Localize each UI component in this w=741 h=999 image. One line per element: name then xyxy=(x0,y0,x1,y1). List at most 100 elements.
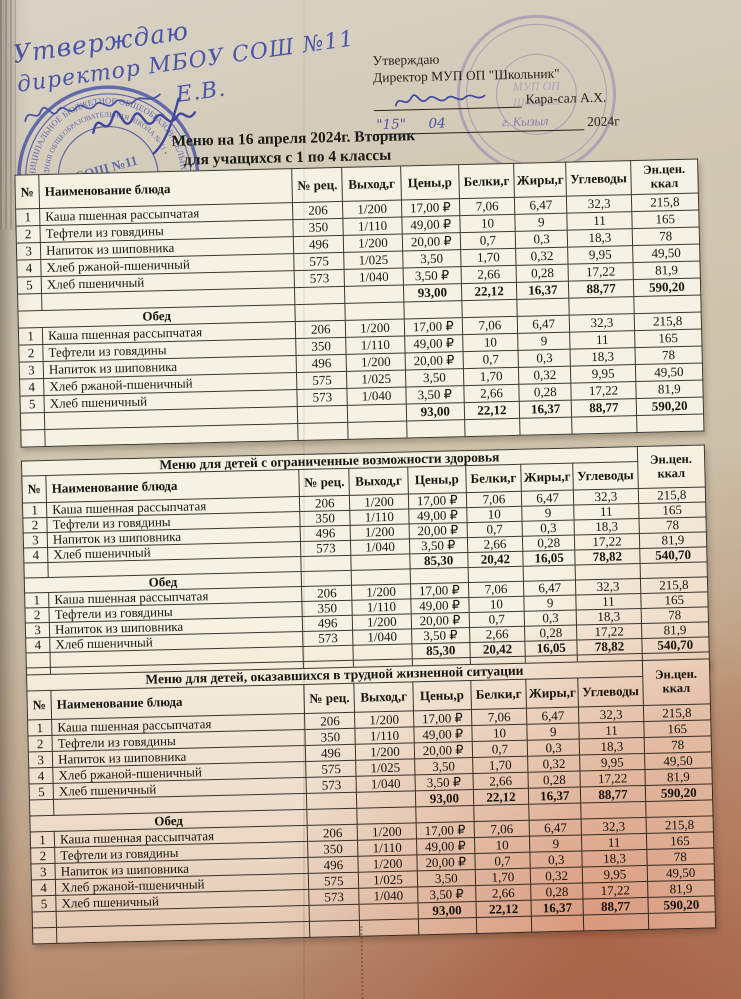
dish-number: 2 xyxy=(27,735,53,752)
total-value: 16,05 xyxy=(524,640,578,657)
total-value: 88,77 xyxy=(580,785,646,803)
empty-cell xyxy=(639,562,708,579)
dish-value: 3,50 ₽ xyxy=(409,537,468,555)
dish-value: 1,70 xyxy=(472,756,529,774)
empty-cell xyxy=(351,569,411,586)
empty-cell xyxy=(523,565,576,582)
dish-value: 49,00 ₽ xyxy=(416,837,475,855)
dish-value: 11 xyxy=(573,503,639,521)
dish-value: 1/040 xyxy=(344,268,404,287)
dish-value: 1/200 xyxy=(342,200,402,219)
dish-value: 1/040 xyxy=(347,386,406,406)
dish-value: 20,00 ₽ xyxy=(416,853,476,871)
dish-value: 206 xyxy=(299,495,351,512)
empty-cell xyxy=(409,567,469,585)
column-header: Углеводы xyxy=(565,160,632,197)
dish-value: 496 xyxy=(302,615,353,632)
dish-value: 6,47 xyxy=(521,490,574,507)
empty-cell xyxy=(581,801,646,819)
dish-value: 49,50 xyxy=(632,244,700,263)
total-value: 20,42 xyxy=(467,551,524,568)
column-header: № xyxy=(21,475,47,504)
column-header: Белки,г xyxy=(465,464,522,493)
empty-cell xyxy=(356,790,416,809)
dish-value: 165 xyxy=(634,329,702,348)
total-value: 16,37 xyxy=(519,400,572,419)
dish-value: 1/200 xyxy=(352,614,412,631)
column-header: Выход,г xyxy=(354,681,414,713)
total-value: 78,82 xyxy=(577,638,642,656)
dish-value: 10 xyxy=(471,724,528,742)
empty-cell xyxy=(32,927,57,944)
dish-value: 0,7 xyxy=(462,350,519,369)
dish-value: 215,8 xyxy=(637,487,706,504)
dish-value: 6,47 xyxy=(514,196,568,215)
dish-value: 3,50 ₽ xyxy=(411,627,470,645)
column-header: Углеводы xyxy=(572,461,638,491)
total-value: 85,30 xyxy=(411,642,471,660)
column-header: № рец. xyxy=(291,167,343,203)
dish-value: 350 xyxy=(305,728,356,746)
dish-value: 0,28 xyxy=(530,882,584,901)
dish-value: 20,00 ₽ xyxy=(401,232,461,252)
total-value: 16,37 xyxy=(516,281,570,300)
dish-value: 17,00 ₽ xyxy=(415,821,475,839)
column-header: Цены,р xyxy=(400,164,460,201)
dish-value: 1/110 xyxy=(346,336,405,355)
empty-cell xyxy=(571,415,637,435)
dish-value: 496 xyxy=(300,525,351,542)
empty-cell xyxy=(300,555,352,572)
dish-value: 206 xyxy=(292,201,344,220)
dish-value: 350 xyxy=(295,337,347,356)
dish-value: 78 xyxy=(631,227,700,246)
dish-value: 350 xyxy=(302,600,353,617)
dish-value: 2,66 xyxy=(460,265,517,284)
empty-cell xyxy=(645,799,714,818)
dish-value: 18,3 xyxy=(574,518,640,536)
dish-value: 81,9 xyxy=(635,379,704,399)
dish-number: 1 xyxy=(27,719,53,736)
dish-value: 17,00 ₽ xyxy=(401,198,460,218)
dish-value: 0,7 xyxy=(469,611,525,628)
dish-value: 78 xyxy=(643,735,712,754)
dish-value: 20,00 ₽ xyxy=(404,351,464,370)
dish-value: 7,06 xyxy=(466,491,522,508)
dish-value: 0,3 xyxy=(527,738,580,757)
dish-value: 9,95 xyxy=(570,364,636,384)
dish-value: 32,3 xyxy=(573,488,639,506)
empty-cell xyxy=(583,913,649,931)
handwritten-month: 04 xyxy=(407,114,467,135)
total-value: 88,77 xyxy=(583,897,648,915)
total-value: 590,20 xyxy=(633,278,701,297)
dish-value: 3,50 ₽ xyxy=(402,266,462,286)
dish-value: 3,50 ₽ xyxy=(417,885,476,903)
dish-number: 5 xyxy=(31,895,57,912)
dish-number: 5 xyxy=(29,783,54,800)
dish-value: 6,47 xyxy=(526,706,580,725)
dish-number: 3 xyxy=(30,863,56,880)
dish-value: 165 xyxy=(631,210,700,229)
dish-value: 78 xyxy=(634,345,703,365)
column-header: Углеводы xyxy=(578,676,644,707)
empty-cell xyxy=(467,566,524,583)
dish-value: 573 xyxy=(302,630,354,647)
column-header: № xyxy=(14,174,40,210)
dish-value: 0,28 xyxy=(524,625,578,642)
dish-value: 49,00 ₽ xyxy=(401,215,461,235)
empty-cell xyxy=(344,285,404,304)
dish-value: 17,22 xyxy=(568,262,634,282)
column-header-energy: Эн.цен. ккал xyxy=(636,444,706,489)
dish-number: 3 xyxy=(28,751,53,768)
dish-value: 78 xyxy=(640,607,709,624)
dish-value: 3,50 xyxy=(416,869,476,887)
dish-number: 1 xyxy=(15,208,41,227)
column-header: Жиры,г xyxy=(525,678,579,709)
column-header: Белки,г xyxy=(470,679,527,710)
dish-value: 573 xyxy=(300,540,352,557)
dish-value: 9 xyxy=(514,213,568,232)
dish-value: 1/200 xyxy=(350,524,410,541)
empty-cell xyxy=(569,296,634,316)
menu-table-main-host: № Наименование блюда № рец. Выход,г Цены,р Бе… xyxy=(14,158,705,448)
dish-value: 0,28 xyxy=(522,535,576,552)
empty-cell xyxy=(297,405,349,424)
